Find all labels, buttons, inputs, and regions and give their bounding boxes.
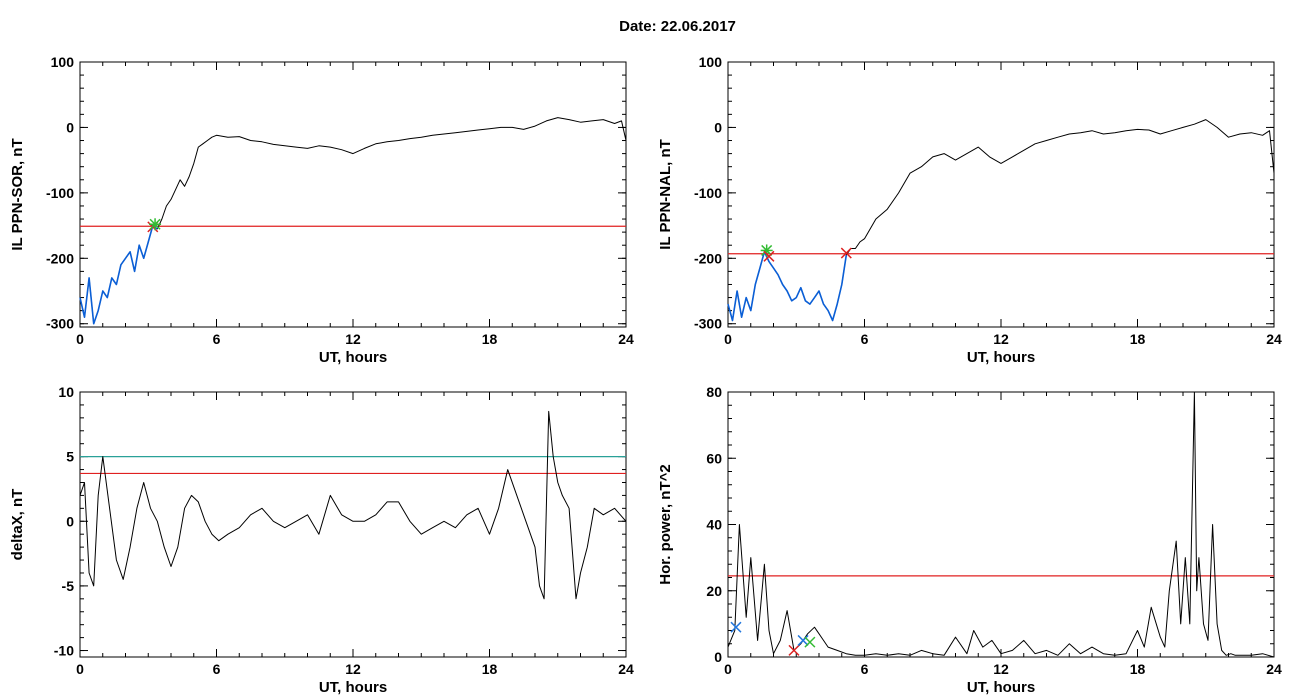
y-tick-label: 20 — [706, 583, 722, 599]
x-axis-label: UT, hours — [319, 349, 387, 366]
y-axis-label: IL PPN-SOR, nT — [9, 138, 26, 250]
x-tick-label: 6 — [861, 331, 869, 347]
y-tick-label: -100 — [694, 185, 722, 201]
x-tick-label: 6 — [861, 661, 869, 677]
plot-frame — [727, 61, 1275, 328]
series-line — [727, 391, 1275, 658]
y-axis-label: Hor. power, nT^2 — [657, 464, 674, 584]
x-tick-label: 0 — [76, 661, 84, 677]
y-tick-label: 5 — [66, 449, 74, 465]
event-marker-1 — [788, 644, 800, 656]
event-marker-2 — [840, 247, 852, 259]
x-tick-label: 12 — [993, 331, 1009, 347]
x-tick-label: 0 — [76, 331, 84, 347]
chart-panel-deltax: 0 6 12 18 24 -10 -5 0 5 10 UT, hours deltaX, nT — [9, 384, 634, 696]
y-tick-label: -200 — [46, 250, 74, 266]
x-tick-label: 18 — [482, 331, 498, 347]
y-tick-label: -100 — [46, 185, 74, 201]
y-axis-label: IL PPN-NAL, nT — [657, 139, 674, 250]
y-tick-label: 0 — [66, 119, 74, 135]
chart-panel-ppn-sor: 0 6 12 18 24 -300 -200 -100 0 100 UT, hours IL PPN-… — [9, 54, 634, 366]
x-tick-label: 18 — [482, 661, 498, 677]
chart-panel-ppn-nal: 0 6 12 18 24 -300 -200 -100 0 100 UT, hours IL PPN-… — [657, 54, 1282, 366]
y-tick-label: 100 — [51, 54, 75, 70]
y-tick-label: -300 — [694, 316, 722, 332]
series-highlight — [727, 251, 848, 322]
x-tick-label: 12 — [345, 331, 361, 347]
event-marker-0 — [760, 244, 773, 257]
x-tick-label: 0 — [724, 661, 732, 677]
plot-frame — [79, 391, 627, 658]
x-tick-label: 0 — [724, 331, 732, 347]
x-axis-label: UT, hours — [967, 679, 1035, 696]
x-tick-label: 24 — [618, 331, 634, 347]
event-marker-2 — [797, 634, 809, 646]
y-tick-label: 10 — [58, 384, 74, 400]
event-marker-1 — [763, 250, 775, 262]
x-tick-label: 24 — [1266, 661, 1282, 677]
y-tick-label: 0 — [714, 649, 722, 665]
x-tick-label: 18 — [1130, 331, 1146, 347]
series-line — [79, 117, 627, 325]
y-tick-label: -5 — [62, 578, 75, 594]
y-tick-label: 80 — [706, 384, 722, 400]
x-tick-label: 12 — [345, 661, 361, 677]
x-axis-label: UT, hours — [319, 679, 387, 696]
y-tick-label: 40 — [706, 517, 722, 533]
y-tick-label: 60 — [706, 450, 722, 466]
x-tick-label: 18 — [1130, 661, 1146, 677]
y-tick-label: 100 — [699, 54, 723, 70]
page-title: Date: 22.06.2017 — [619, 18, 736, 35]
series-highlight — [79, 224, 158, 325]
event-marker-3 — [804, 636, 816, 648]
plot-frame — [79, 61, 627, 328]
x-tick-label: 24 — [618, 661, 634, 677]
series-line — [79, 410, 627, 600]
x-tick-label: 6 — [213, 331, 221, 347]
x-tick-label: 24 — [1266, 331, 1282, 347]
chart-panel-hor-power: 0 6 12 18 24 0 20 40 60 80 UT, hours Hor. power, nT… — [657, 384, 1282, 696]
y-tick-label: 0 — [66, 513, 74, 529]
series-line — [727, 119, 1275, 321]
y-axis-label: deltaX, nT — [9, 489, 26, 561]
event-marker-1 — [149, 218, 162, 231]
event-marker-0 — [730, 621, 742, 633]
x-tick-label: 6 — [213, 661, 221, 677]
x-axis-label: UT, hours — [967, 349, 1035, 366]
x-tick-label: 12 — [993, 661, 1009, 677]
y-tick-label: -10 — [54, 643, 74, 659]
y-tick-label: 0 — [714, 119, 722, 135]
y-tick-label: -300 — [46, 316, 74, 332]
y-tick-label: -200 — [694, 250, 722, 266]
